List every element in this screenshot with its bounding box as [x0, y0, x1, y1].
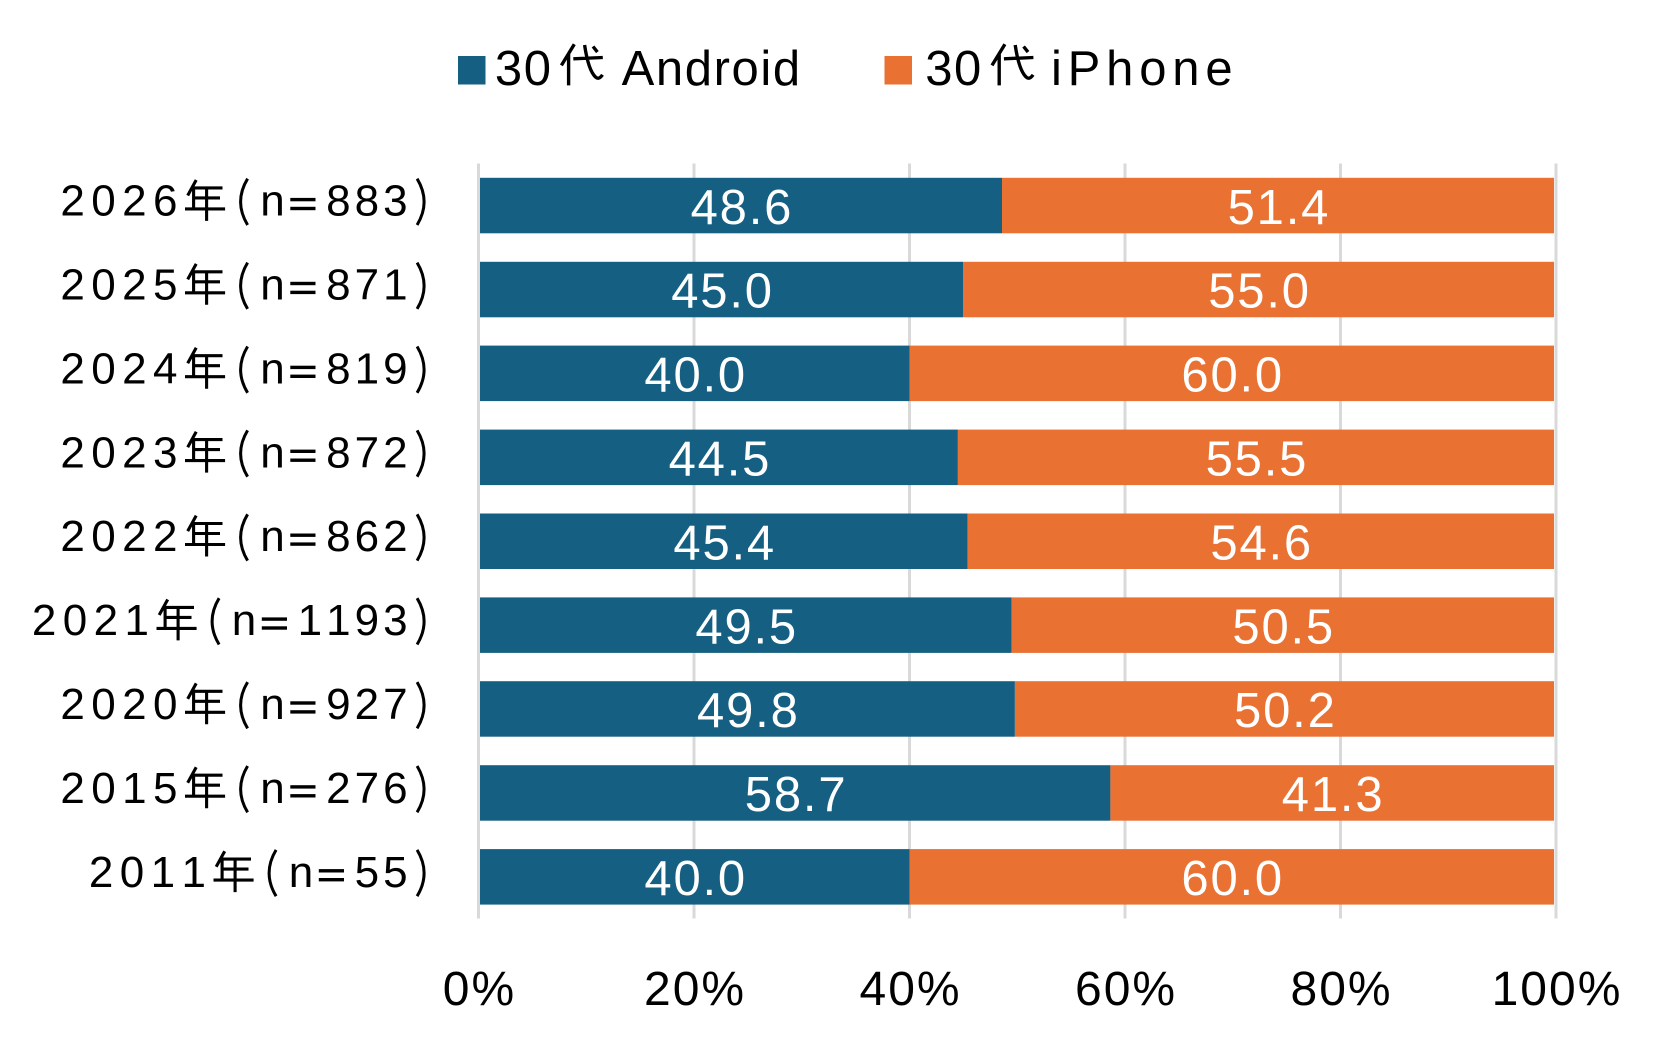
svg-text:883: 883 [326, 177, 407, 226]
svg-text:iPhone: iPhone [1051, 42, 1238, 96]
svg-text:55.0: 55.0 [1208, 265, 1309, 319]
svg-text:n: n [260, 512, 284, 561]
svg-text:55.5: 55.5 [1206, 433, 1307, 487]
svg-text:51.4: 51.4 [1228, 181, 1329, 235]
svg-text:54.6: 54.6 [1210, 516, 1311, 570]
svg-text:30: 30 [925, 42, 981, 96]
svg-text:40%: 40% [860, 963, 960, 1016]
svg-text:41.3: 41.3 [1282, 768, 1383, 822]
svg-text:48.6: 48.6 [691, 181, 792, 235]
svg-text:20%: 20% [644, 963, 744, 1016]
svg-text:60.0: 60.0 [1181, 852, 1282, 906]
svg-text:n: n [260, 680, 284, 729]
svg-text:45.0: 45.0 [671, 265, 772, 319]
svg-text:80%: 80% [1291, 963, 1391, 1016]
svg-text:0%: 0% [443, 963, 514, 1016]
svg-text:819: 819 [326, 344, 407, 393]
svg-text:871: 871 [326, 261, 407, 310]
svg-text:60%: 60% [1075, 963, 1175, 1016]
svg-text:n: n [260, 764, 284, 813]
svg-text:50.2: 50.2 [1234, 684, 1335, 738]
svg-text:49.5: 49.5 [695, 600, 796, 654]
svg-text:60.0: 60.0 [1181, 349, 1282, 403]
svg-text:40.0: 40.0 [644, 349, 745, 403]
svg-text:44.5: 44.5 [669, 433, 770, 487]
svg-text:862: 862 [326, 512, 407, 561]
svg-text:n: n [232, 596, 256, 645]
svg-text:n: n [260, 177, 284, 226]
svg-text:872: 872 [326, 428, 407, 477]
svg-text:n: n [260, 344, 284, 393]
svg-text:276: 276 [326, 764, 407, 813]
svg-text:45.4: 45.4 [673, 516, 774, 570]
svg-text:n: n [260, 428, 284, 477]
svg-text:Android: Android [622, 42, 802, 96]
svg-text:n: n [289, 848, 313, 897]
svg-text:40.0: 40.0 [644, 852, 745, 906]
svg-text:58.7: 58.7 [745, 768, 846, 822]
svg-text:30: 30 [495, 42, 551, 96]
svg-text:927: 927 [326, 680, 407, 729]
svg-text:49.8: 49.8 [697, 684, 798, 738]
svg-text:50.5: 50.5 [1232, 600, 1333, 654]
svg-text:100%: 100% [1492, 963, 1621, 1016]
svg-text:n: n [260, 261, 284, 310]
